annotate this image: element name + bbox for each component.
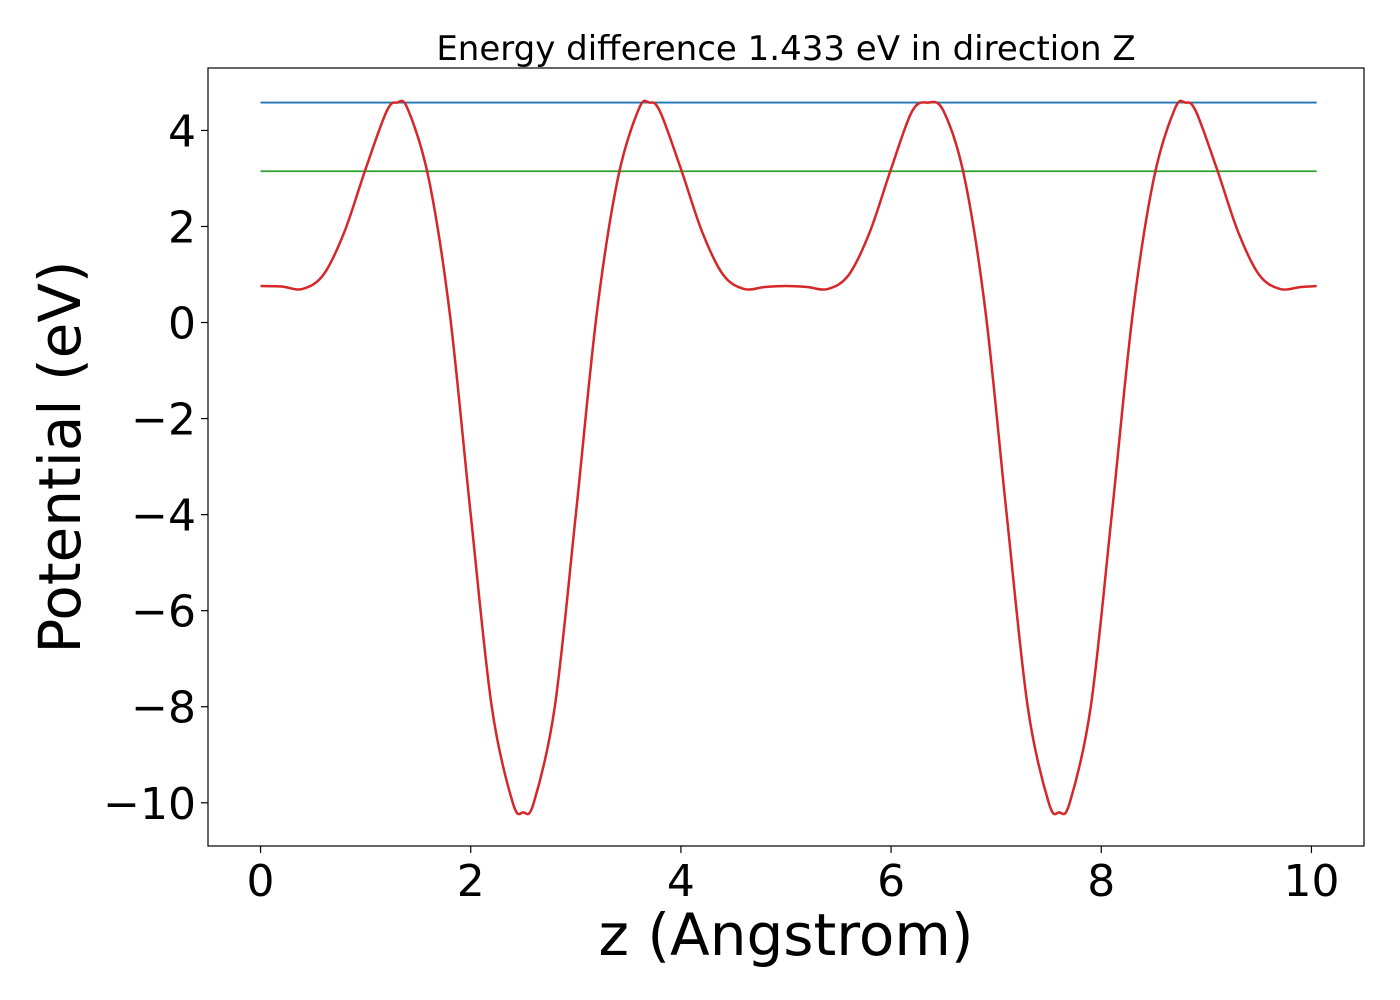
x-tick-label: 0 [247,856,275,907]
plot-frame [207,67,1365,847]
x-tick-label: 4 [667,856,695,907]
y-tick-label: 2 [168,202,196,253]
series-line-0 [260,99,1317,816]
x-axis-ticks: 0 2 4 6 8 10 [247,846,1339,907]
x-tick-label: 2 [457,856,485,907]
y-tick-label: −2 [131,395,196,446]
x-tick-label: 8 [1087,856,1115,907]
y-axis-ticks: 4 2 0 −2 −4 −6 −8 −10 [103,106,208,830]
x-tick-label: 6 [877,856,905,907]
chart-title: Energy difference 1.433 eV in direction … [436,29,1135,69]
x-axis-label: z (Angstrom) [599,901,974,969]
y-tick-label: −10 [103,779,196,830]
y-axis-label: Potential (eV) [26,260,94,653]
series-layer [260,99,1317,816]
y-tick-label: 0 [168,299,196,350]
y-tick-label: 4 [168,106,196,157]
y-tick-label: −6 [131,587,196,638]
y-tick-label: −8 [131,683,196,734]
y-tick-label: −4 [131,491,196,542]
x-tick-label: 10 [1283,856,1339,907]
